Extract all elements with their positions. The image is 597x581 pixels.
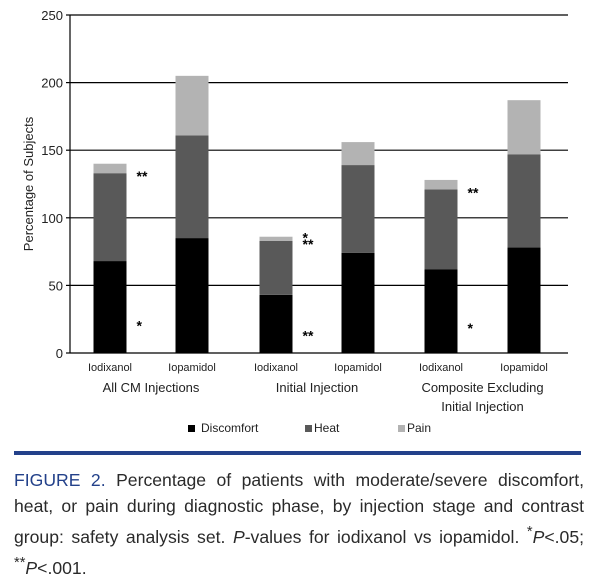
- x-group-label: All CM Injections: [103, 380, 200, 395]
- bar-segment-pain: [93, 163, 127, 174]
- x-group-label: Initial Injection: [276, 380, 358, 395]
- caption-sig1-mark: *: [526, 524, 533, 540]
- caption-sig2-val: <.001.: [37, 557, 87, 578]
- x-group-label: Initial Injection: [441, 399, 523, 414]
- significance-marker: **: [137, 168, 148, 184]
- bar-segment-heat: [507, 154, 541, 248]
- caption-sig2-p: P: [25, 557, 38, 578]
- y-tick-label: 50: [49, 278, 63, 293]
- bar-segment-heat: [424, 189, 458, 270]
- x-tick-label: Iodixanol: [88, 362, 132, 374]
- x-tick-label: Iopamidol: [168, 362, 216, 374]
- legend-swatch-heat: [305, 425, 312, 432]
- x-tick-label: Iodixanol: [419, 362, 463, 374]
- y-tick-label: 250: [41, 8, 63, 23]
- significance-marker: **: [468, 184, 479, 200]
- bar-segment-pain: [341, 142, 375, 166]
- bar-segment-heat: [259, 240, 293, 295]
- y-axis-title: Percentage of Subjects: [21, 116, 36, 251]
- caption-sig2-mark: **: [14, 554, 26, 571]
- legend-label-pain: Pain: [407, 421, 431, 435]
- y-tick-label: 150: [41, 143, 63, 158]
- bar-segment-discomfort: [93, 261, 127, 353]
- significance-marker: *: [468, 320, 474, 336]
- bar-segment-discomfort: [341, 252, 375, 353]
- legend-label-heat: Heat: [314, 421, 340, 435]
- y-tick-label: 200: [41, 76, 63, 91]
- bar-segment-discomfort: [507, 247, 541, 353]
- x-group-label: Composite Excluding: [421, 380, 543, 395]
- bar-segment-pain: [507, 100, 541, 155]
- significance-marker: **: [303, 236, 314, 252]
- caption-text-2: -values for iodixanol vs iopamidol.: [244, 526, 527, 547]
- bar-segment-heat: [175, 135, 209, 239]
- stacked-bar-chart: 0 50 100 150 200 250 Percentage of Subjects Iod…: [21, 8, 568, 435]
- significance-marker: *: [137, 317, 143, 333]
- caption-sig1-p: P: [532, 526, 545, 547]
- bar-segment-heat: [93, 173, 127, 262]
- legend-label-discomfort: Discomfort: [201, 421, 259, 435]
- caption-text-1: Percentage of patients with moderate/sev…: [14, 470, 584, 547]
- significance-marker: *: [303, 230, 309, 246]
- bar-segment-pain: [259, 236, 293, 241]
- caption-p-italic: P: [232, 526, 245, 547]
- x-tick-label: Iopamidol: [500, 362, 548, 374]
- bar-segment-discomfort: [259, 294, 293, 353]
- x-tick-label: Iodixanol: [254, 362, 298, 374]
- legend-swatch-pain: [398, 425, 405, 432]
- bar-segment-pain: [424, 179, 458, 190]
- bar-segment-pain: [175, 75, 209, 136]
- x-tick-label: Iopamidol: [334, 362, 382, 374]
- bar-segment-discomfort: [424, 269, 458, 353]
- figure-caption: FIGURE 2. Percentage of patients with mo…: [14, 467, 584, 581]
- bar-segment-heat: [341, 165, 375, 253]
- caption-sig1-val: <.05;: [544, 526, 584, 547]
- y-tick-label: 100: [41, 211, 63, 226]
- bar-segment-discomfort: [175, 238, 209, 353]
- caption-divider: [14, 451, 581, 455]
- significance-marker: **: [303, 328, 314, 344]
- y-tick-label: 0: [56, 346, 63, 361]
- legend-swatch-discomfort: [188, 425, 195, 432]
- caption-label: FIGURE 2.: [14, 470, 106, 490]
